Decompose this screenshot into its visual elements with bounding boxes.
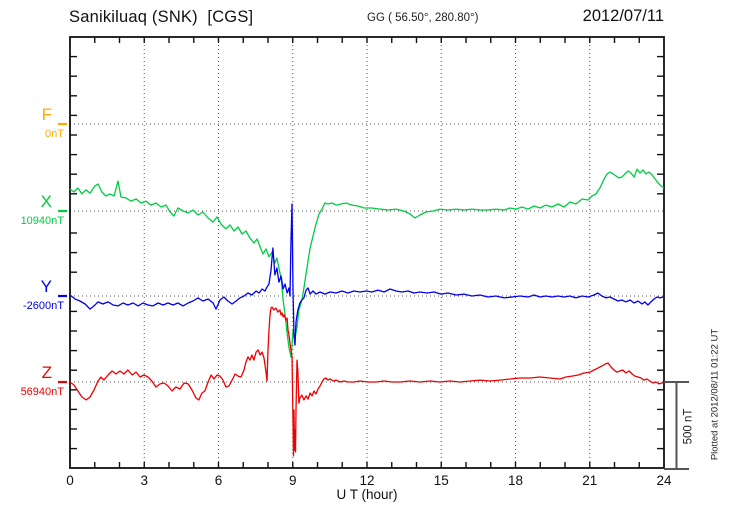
x-tick-label-18: 18: [507, 473, 524, 488]
station-title: Sanikiluaq (SNK) [CGS]: [69, 8, 254, 26]
x-tick-label-3: 3: [140, 473, 148, 488]
trace-X: [69, 168, 665, 358]
x-tick-label-6: 6: [214, 473, 223, 488]
component-baseline-value-Y: -2600nT: [23, 300, 64, 312]
component-baseline-value-Z: 56940nT: [20, 386, 64, 398]
component-baseline-value-X: 10940nT: [20, 215, 64, 227]
component-letter-Y: Y: [40, 277, 52, 296]
x-tick-label-12: 12: [359, 473, 375, 488]
x-tick-label-21: 21: [582, 473, 598, 488]
component-letter-X: X: [40, 192, 52, 211]
component-letter-Z: Z: [41, 363, 52, 382]
plot-date: 2012/07/11: [582, 7, 664, 25]
trace-Z: [69, 306, 664, 457]
x-tick-label-0: 0: [66, 473, 74, 488]
trace-Y: [69, 203, 664, 346]
plotted-at-note: Plotted at 2012/08/11 01:22 UT: [709, 328, 721, 461]
component-letter-F: F: [41, 105, 52, 124]
x-tick-label-9: 9: [288, 473, 297, 488]
x-tick-label-24: 24: [656, 473, 672, 488]
x-tick-label-15: 15: [433, 473, 449, 488]
geographic-coordinates: GG ( 56.50°, 280.80°): [367, 12, 479, 24]
x-axis-title: U T (hour): [336, 487, 398, 502]
component-baseline-value-F: 0nT: [45, 128, 64, 140]
scale-bar-label: 500 nT: [682, 408, 695, 445]
